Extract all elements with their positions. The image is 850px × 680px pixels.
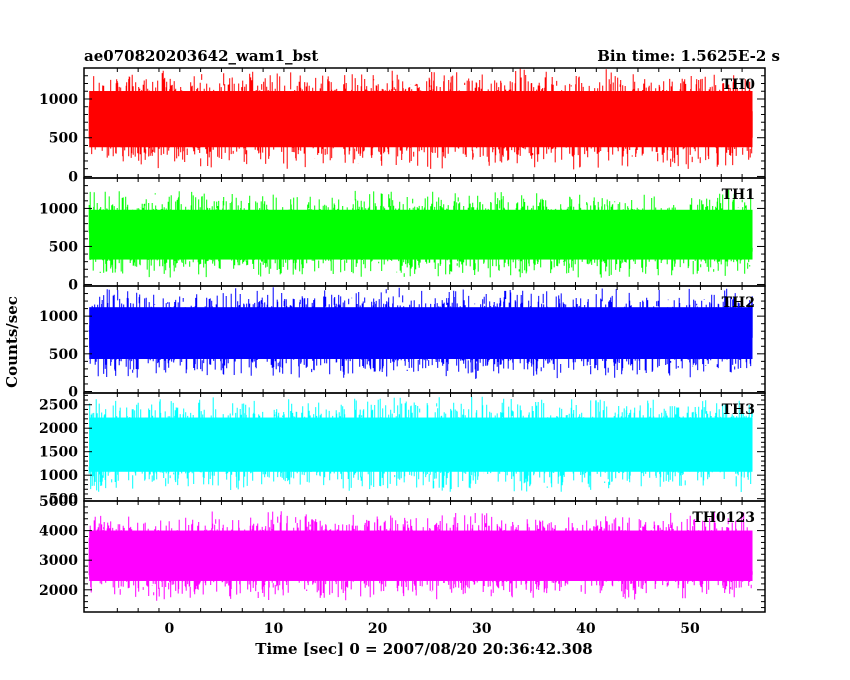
x-tick-label: 50 (680, 621, 700, 637)
y-tick-label: 0 (68, 277, 78, 293)
x-tick-label: 0 (165, 621, 175, 637)
x-tick-label: 30 (472, 621, 492, 637)
y-tick-label: 1000 (39, 468, 78, 484)
panel-th0: 0 500 1000 TH0 (39, 67, 766, 185)
signal-th2 (88, 287, 753, 379)
panel-label-th3: TH3 (722, 402, 755, 418)
panel-th2: 0 500 1000 TH2 (39, 285, 766, 400)
panel-th0123: 2000 3000 4000 5000 TH0123 (39, 494, 766, 613)
y-axis-label: Counts/sec (3, 296, 21, 388)
panel-th1: 0 500 1000 TH1 (39, 177, 766, 293)
y-tick-label: 2000 (39, 583, 78, 599)
y-tick-label: 1500 (39, 445, 78, 461)
x-tick-label: 10 (264, 621, 284, 637)
y-tick-label: 2500 (39, 398, 78, 414)
y-tick-label: 0 (68, 169, 78, 185)
panel-label-th0: TH0 (722, 77, 756, 93)
signal-th0 (88, 68, 753, 170)
y-tick-label: 1000 (39, 92, 78, 108)
y-tick-label: 500 (49, 131, 78, 147)
x-axis-label: Time [sec] 0 = 2007/08/20 20:36:42.308 (255, 640, 592, 658)
signal-th3 (88, 396, 753, 492)
y-tick-label: 4000 (39, 524, 78, 540)
y-tick-label: 500 (49, 239, 78, 255)
y-tick-label: 0 (68, 384, 78, 400)
y-tick-label: 1000 (39, 201, 78, 217)
y-tick-label: 1000 (39, 309, 78, 325)
y-tick-label: 5000 (39, 494, 78, 510)
y-tick-label: 2000 (39, 421, 78, 437)
panel-th3: 500 1000 1500 2000 2500 TH3 (39, 392, 766, 508)
panel-frame-th0123 (83, 500, 766, 613)
y-tick-label: 500 (49, 347, 78, 363)
y-tick-label: 3000 (39, 553, 78, 569)
panels-group: 05001000TH005001000TH105001000TH25001000… (39, 67, 766, 637)
signal-th0123 (88, 511, 753, 601)
panel-label-th1: TH1 (722, 187, 755, 203)
signal-th1 (88, 189, 753, 278)
panel-label-th2: TH2 (722, 295, 755, 311)
y-tick-label: 500 (49, 492, 78, 508)
x-tick-label: 40 (576, 621, 596, 637)
chart-title-left: ae070820203642_wam1_bst (84, 47, 318, 65)
chart-title-right: Bin time: 1.5625E-2 s (597, 47, 780, 65)
x-tick-label: 20 (368, 621, 388, 637)
panel-label-th0123: TH0123 (692, 510, 755, 526)
